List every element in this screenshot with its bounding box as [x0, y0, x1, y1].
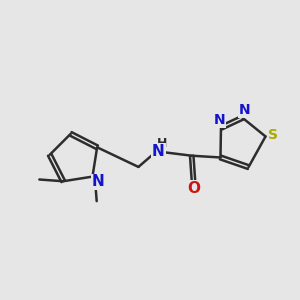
- Text: N: N: [238, 103, 250, 117]
- Text: O: O: [187, 181, 200, 196]
- Text: H: H: [157, 137, 167, 150]
- Text: N: N: [213, 113, 225, 127]
- Text: N: N: [92, 174, 104, 189]
- Text: S: S: [268, 128, 278, 142]
- Text: N: N: [152, 144, 165, 159]
